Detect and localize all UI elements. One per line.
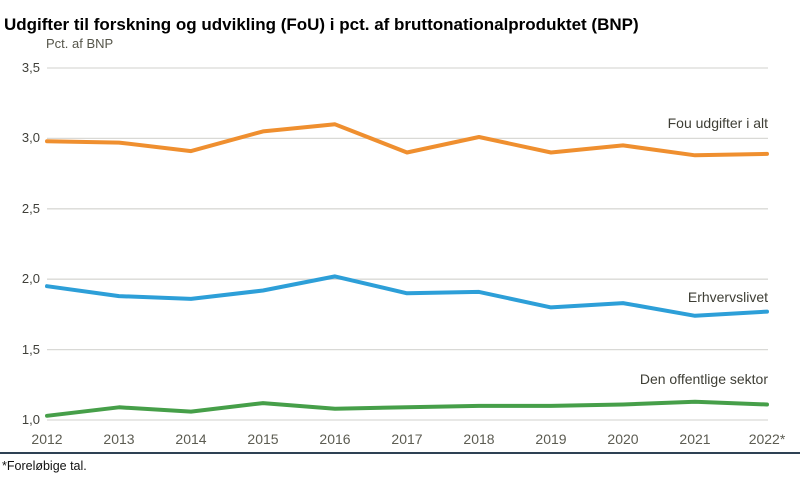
bottom-divider-rule <box>0 452 800 454</box>
y-tick-label: 3,5 <box>21 60 40 75</box>
x-tick-label: 2015 <box>247 431 279 447</box>
series-line-0 <box>45 122 769 158</box>
x-tick-label: 2020 <box>607 431 639 447</box>
footnote: *Foreløbige tal. <box>2 459 87 473</box>
y-tick-label: 1,0 <box>21 412 40 427</box>
series-line-2 <box>45 399 769 418</box>
y-axis-unit-label: Pct. af BNP <box>46 36 114 51</box>
x-tick-label: 2022* <box>748 431 786 447</box>
y-tick-label: 2,5 <box>21 200 40 216</box>
y-tick-label: 3,0 <box>21 130 40 146</box>
x-tick-label: 2016 <box>319 431 351 447</box>
x-tick-label: 2013 <box>103 431 135 447</box>
series-label-fou-total: Fou udgifter i alt <box>667 115 768 131</box>
x-tick-label: 2017 <box>391 431 423 447</box>
x-tick-label: 2019 <box>535 431 567 447</box>
y-tick-label: 2,0 <box>21 271 40 287</box>
y-tick-label: 1,5 <box>21 341 40 357</box>
x-tick-label: 2012 <box>31 431 63 447</box>
series-line-1 <box>45 274 769 318</box>
x-tick-label: 2014 <box>175 431 207 447</box>
x-tick-label: 2021 <box>679 431 711 447</box>
x-tick-label: 2018 <box>463 431 495 447</box>
series-label-offentlige-sektor: Den offentlige sektor <box>639 371 768 387</box>
series-label-erhvervslivet: Erhvervslivet <box>687 289 768 305</box>
chart-title: Udgifter til forskning og udvikling (FoU… <box>4 15 639 35</box>
